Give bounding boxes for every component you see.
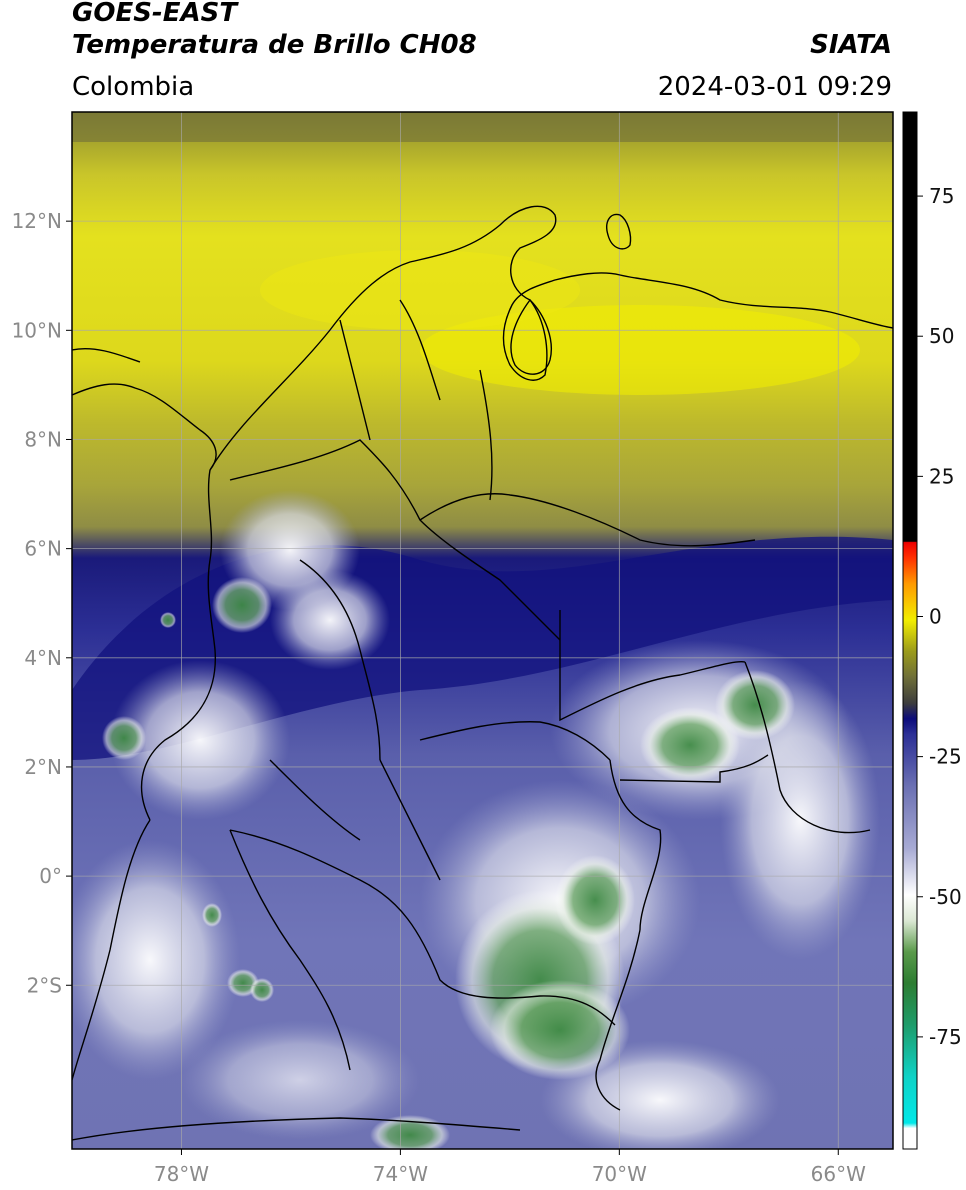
- brightness-temperature-field: [72, 112, 893, 1149]
- lat-tick-label: 8°N: [24, 427, 62, 451]
- brand-label: SIATA: [810, 30, 892, 60]
- gridlines: [72, 112, 893, 1149]
- lat-tick-label: 2°S: [27, 973, 62, 997]
- lat-tick-label: 2°N: [24, 755, 62, 779]
- product-subtitle: Temperatura de Brillo CH08: [72, 30, 477, 60]
- longitude-ticks: 78°W 74°W 70°W 66°W: [154, 1149, 866, 1186]
- lon-tick-label: 74°W: [373, 1162, 428, 1186]
- latitude-ticks: 12°N 10°N 8°N 6°N 4°N 2°N 0° 2°S: [12, 209, 72, 997]
- colorbar-tick-label: 0: [929, 604, 942, 628]
- colorbar-tick-label: -75: [929, 1025, 962, 1049]
- colorbar-tick-label: 75: [929, 184, 954, 208]
- colorbar-tick-label: 50: [929, 324, 954, 348]
- lon-tick-label: 70°W: [592, 1162, 647, 1186]
- lat-tick-label: 4°N: [24, 646, 62, 670]
- lat-tick-label: 0°: [39, 864, 62, 888]
- lon-tick-label: 66°W: [811, 1162, 866, 1186]
- lon-tick-label: 78°W: [154, 1162, 209, 1186]
- lat-tick-label: 10°N: [12, 318, 62, 342]
- colorbar: 75 50 25 0 -25 -50 -75: [902, 111, 962, 1150]
- colorbar-tick-label: -50: [929, 885, 962, 909]
- lat-tick-label: 6°N: [24, 537, 62, 561]
- colorbar-ticks: 75 50 25 0 -25 -50 -75: [917, 184, 962, 1049]
- region-label: Colombia: [72, 72, 195, 102]
- colorbar-tick-label: -25: [929, 745, 962, 769]
- timestamp-label: 2024-03-01 09:29: [657, 72, 892, 102]
- coastlines-borders: [72, 205, 893, 1141]
- colorbar-tick-label: 25: [929, 464, 954, 488]
- colorbar-scale: [902, 111, 918, 1150]
- lat-tick-label: 12°N: [12, 209, 62, 233]
- map-frame: [71, 111, 894, 1150]
- product-title: GOES-EAST: [72, 0, 238, 28]
